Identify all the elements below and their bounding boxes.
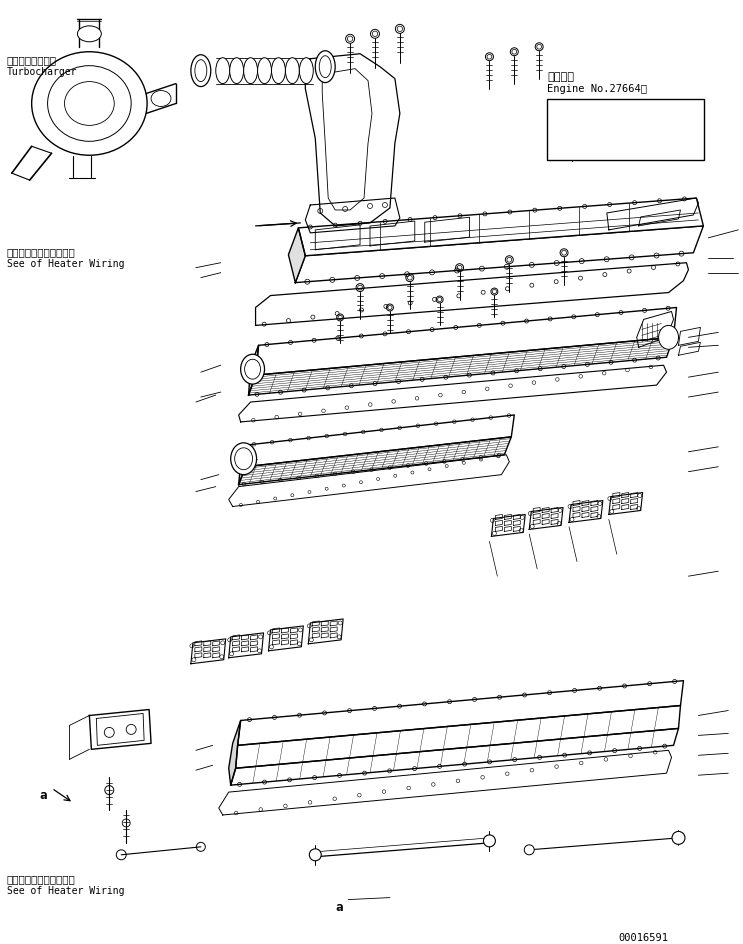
Polygon shape — [609, 493, 643, 514]
Text: ヒータワイヤリング参照: ヒータワイヤリング参照 — [7, 873, 76, 883]
Polygon shape — [607, 199, 698, 230]
Text: Turbocharger: Turbocharger — [7, 67, 77, 76]
Ellipse shape — [271, 59, 285, 85]
Polygon shape — [370, 222, 415, 246]
Ellipse shape — [230, 444, 256, 475]
Polygon shape — [569, 501, 603, 523]
Polygon shape — [256, 263, 689, 326]
Ellipse shape — [658, 326, 678, 350]
Text: a: a — [39, 788, 47, 801]
Circle shape — [525, 845, 534, 855]
Text: a: a — [335, 900, 343, 913]
Polygon shape — [637, 312, 673, 348]
Text: See of Heater Wiring: See of Heater Wiring — [7, 885, 124, 895]
Polygon shape — [299, 199, 704, 257]
Bar — [547, 99, 704, 161]
Ellipse shape — [32, 53, 147, 156]
Polygon shape — [315, 226, 360, 250]
Polygon shape — [425, 218, 470, 243]
Polygon shape — [268, 626, 303, 651]
Polygon shape — [308, 619, 343, 644]
Ellipse shape — [77, 26, 101, 42]
Text: See of Heater Wiring: See of Heater Wiring — [7, 259, 124, 268]
Ellipse shape — [285, 59, 299, 85]
Polygon shape — [229, 633, 264, 658]
Ellipse shape — [241, 355, 265, 385]
Polygon shape — [239, 437, 511, 485]
Polygon shape — [678, 343, 701, 356]
Polygon shape — [239, 366, 666, 423]
Polygon shape — [229, 720, 241, 785]
Polygon shape — [256, 308, 677, 376]
Text: Engine No.27664～: Engine No.27664～ — [547, 83, 647, 93]
Polygon shape — [678, 329, 701, 346]
Ellipse shape — [244, 59, 258, 85]
Ellipse shape — [258, 59, 271, 85]
Polygon shape — [218, 750, 672, 815]
Polygon shape — [305, 199, 400, 233]
Polygon shape — [230, 729, 678, 785]
Circle shape — [309, 849, 321, 861]
Polygon shape — [246, 415, 514, 467]
Text: 適用号機: 適用号機 — [547, 72, 574, 81]
Circle shape — [672, 832, 685, 845]
Text: ヒータワイヤリング参照: ヒータワイヤリング参照 — [7, 246, 76, 257]
Circle shape — [695, 127, 698, 131]
Polygon shape — [249, 346, 259, 396]
Polygon shape — [236, 706, 681, 768]
Circle shape — [484, 835, 496, 847]
Polygon shape — [288, 228, 305, 283]
Polygon shape — [296, 227, 704, 283]
Polygon shape — [305, 55, 400, 227]
Polygon shape — [238, 681, 684, 746]
Polygon shape — [529, 508, 563, 530]
Ellipse shape — [299, 59, 314, 85]
Ellipse shape — [230, 59, 244, 85]
Text: 00016591: 00016591 — [619, 933, 669, 942]
Ellipse shape — [191, 56, 211, 88]
Polygon shape — [249, 338, 673, 396]
Polygon shape — [239, 446, 249, 485]
Polygon shape — [191, 639, 226, 664]
Text: ターボチャージャ: ターボチャージャ — [7, 55, 56, 64]
Polygon shape — [89, 710, 151, 750]
Ellipse shape — [315, 52, 335, 83]
Polygon shape — [491, 514, 525, 537]
Ellipse shape — [215, 59, 230, 85]
Polygon shape — [229, 455, 509, 507]
